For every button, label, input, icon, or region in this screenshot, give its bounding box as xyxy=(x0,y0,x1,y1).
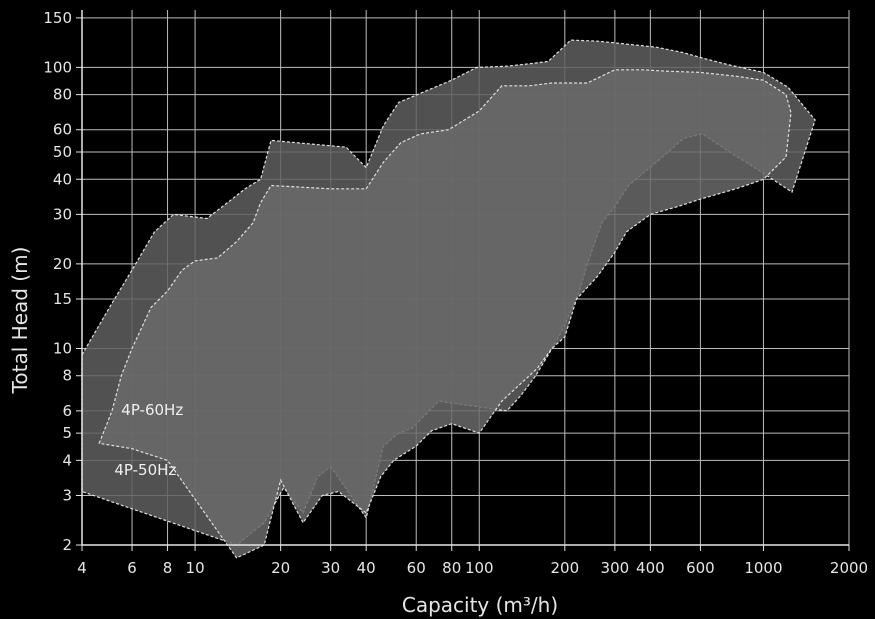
x-tick-label: 60 xyxy=(407,559,426,577)
y-tick-label: 50 xyxy=(53,143,72,161)
y-tick-label: 20 xyxy=(53,255,72,273)
region-4p-50hz xyxy=(98,69,792,559)
x-tick-label: 10 xyxy=(186,559,205,577)
y-tick-label: 15 xyxy=(53,290,72,308)
y-tick-label: 150 xyxy=(43,9,72,27)
y-tick-label: 60 xyxy=(53,121,72,139)
y-axis-ticks: 2 3 4 5 6 8 10 15 20 30 40 50 60 80 100 150 xyxy=(43,9,83,554)
y-tick-label: 3 xyxy=(62,486,72,504)
x-axis-ticks: 4 6 8 10 20 30 40 60 80 100 200 300 400 600 1000 2000 xyxy=(77,544,868,577)
x-axis-title: Capacity (m³/h) xyxy=(402,593,558,617)
regions xyxy=(81,39,816,559)
y-tick-label: 5 xyxy=(62,424,72,442)
y-tick-label: 4 xyxy=(62,451,72,469)
y-tick-label: 30 xyxy=(53,205,72,223)
x-tick-label: 6 xyxy=(127,559,137,577)
y-tick-label: 6 xyxy=(62,402,72,420)
y-tick-label: 10 xyxy=(53,340,72,358)
y-tick-label: 40 xyxy=(53,170,72,188)
y-tick-label: 8 xyxy=(62,367,72,385)
region-labels: 4P-60Hz 4P-50Hz xyxy=(114,401,183,479)
x-tick-label: 200 xyxy=(550,559,579,577)
x-tick-label: 8 xyxy=(163,559,173,577)
x-tick-label: 30 xyxy=(321,559,340,577)
y-tick-label: 2 xyxy=(62,536,72,554)
x-tick-label: 1000 xyxy=(744,559,782,577)
region-label: 4P-50Hz xyxy=(114,461,176,479)
region-label: 4P-60Hz xyxy=(121,401,183,419)
x-tick-label: 4 xyxy=(77,559,87,577)
x-tick-label: 300 xyxy=(601,559,630,577)
x-tick-label: 20 xyxy=(271,559,290,577)
x-tick-label: 40 xyxy=(357,559,376,577)
y-tick-label: 100 xyxy=(43,58,72,76)
x-tick-label: 2000 xyxy=(830,559,868,577)
y-tick-label: 80 xyxy=(53,86,72,104)
x-tick-label: 100 xyxy=(465,559,494,577)
x-tick-label: 600 xyxy=(686,559,715,577)
y-axis-title: Total Head (m) xyxy=(8,247,32,395)
x-tick-label: 80 xyxy=(442,559,461,577)
x-tick-label: 400 xyxy=(636,559,665,577)
